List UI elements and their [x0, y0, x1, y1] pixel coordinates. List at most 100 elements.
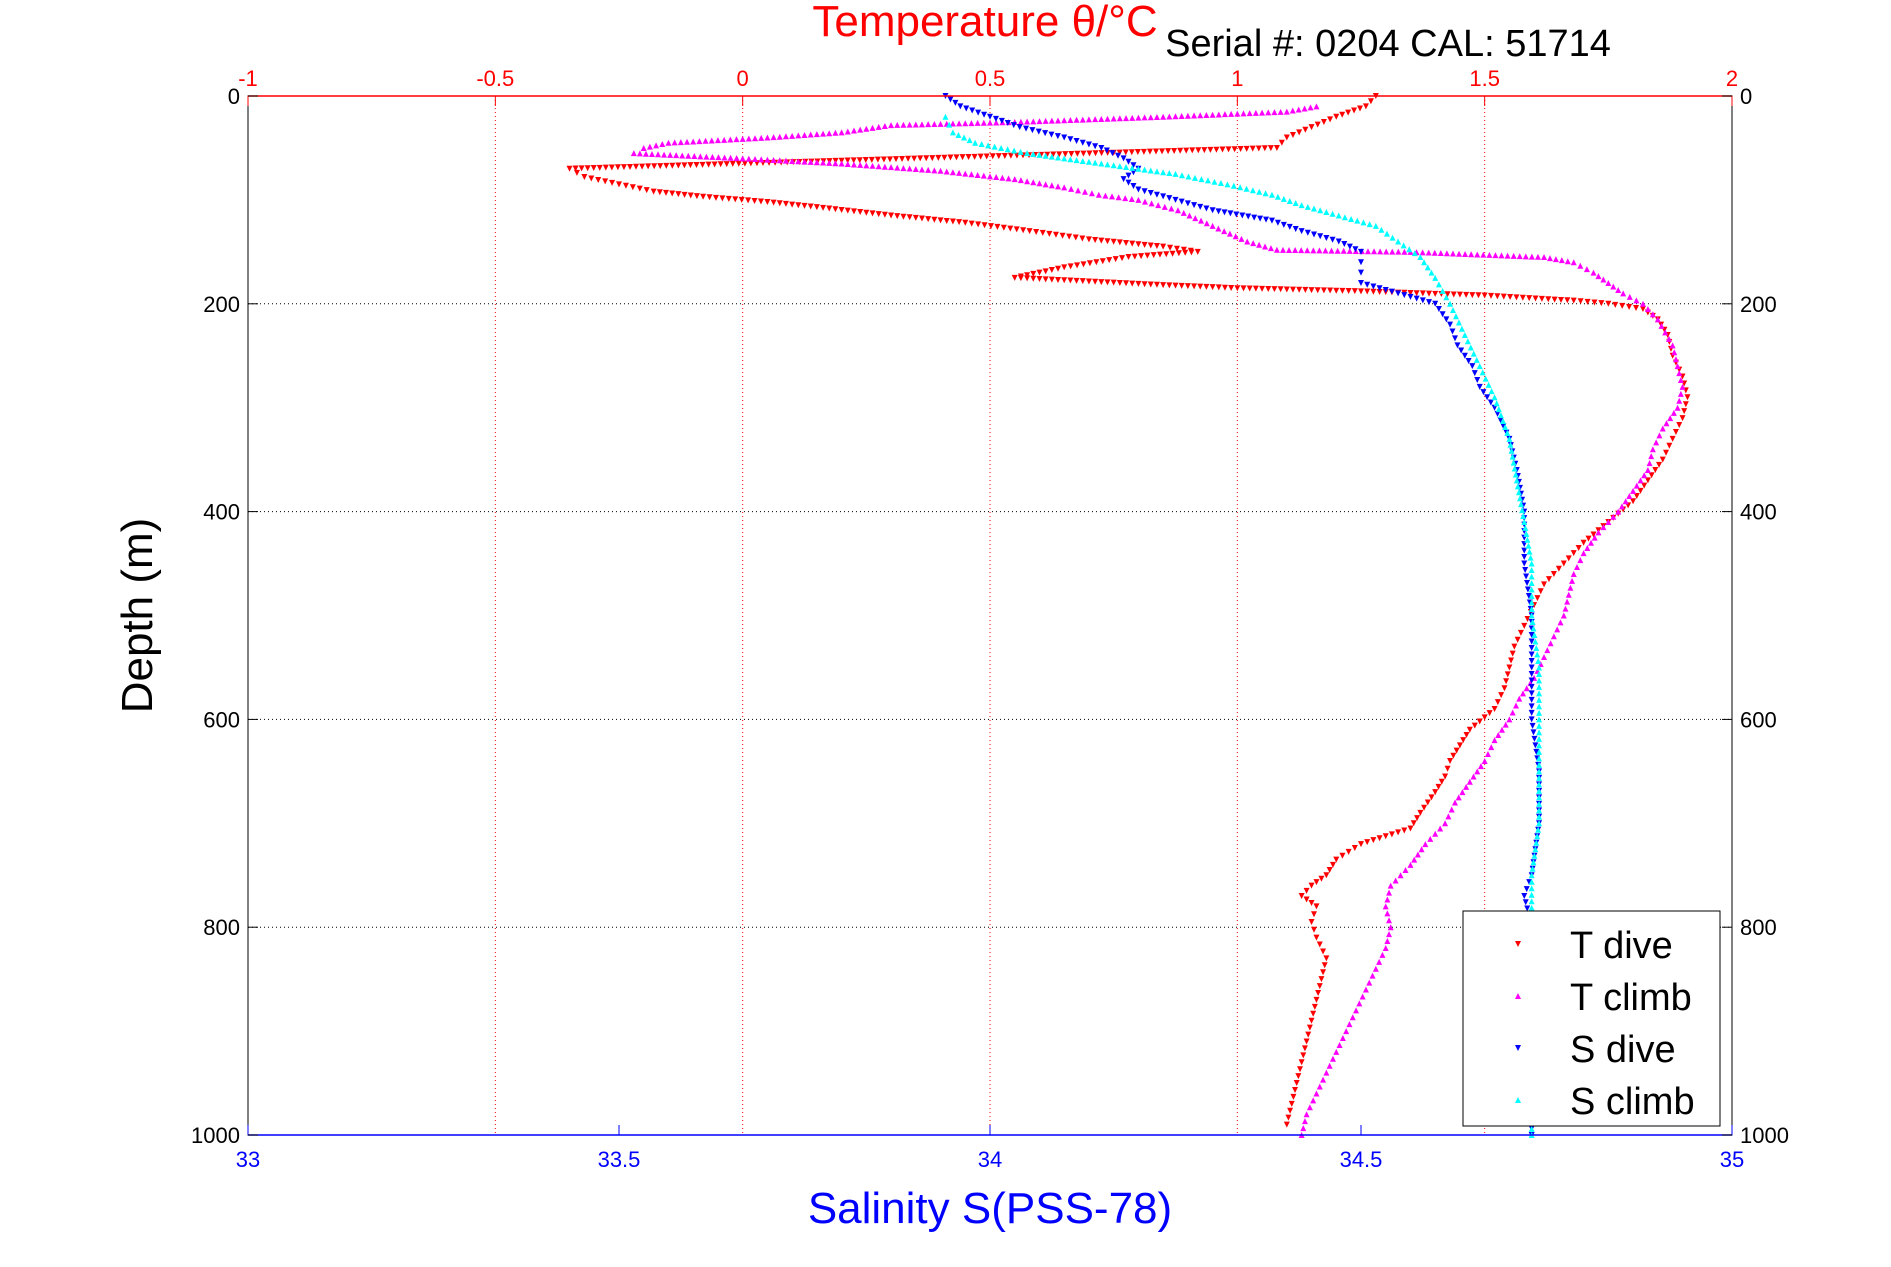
data-point [881, 211, 888, 218]
data-point [1682, 401, 1689, 408]
depth-tick-label-left: 0 [228, 84, 240, 109]
data-point [1135, 241, 1142, 248]
data-point [1395, 290, 1402, 297]
depth-tick-label-right: 200 [1740, 292, 1777, 317]
data-point [1221, 228, 1228, 235]
data-point [1024, 178, 1031, 185]
data-point [1447, 757, 1454, 764]
data-point [1376, 285, 1383, 292]
data-point [1336, 1041, 1343, 1048]
data-point [1165, 148, 1172, 155]
data-point [1098, 144, 1105, 151]
data-point [1267, 145, 1274, 152]
data-point [1345, 288, 1352, 295]
data-point [1463, 291, 1470, 298]
data-point [1480, 251, 1487, 258]
data-point [1059, 232, 1066, 239]
data-point [1506, 435, 1513, 442]
data-point [1341, 241, 1348, 248]
data-point [1674, 404, 1681, 411]
data-point [1536, 800, 1543, 807]
data-point [1306, 1024, 1313, 1031]
data-point [1401, 292, 1408, 299]
data-point [1024, 275, 1031, 282]
data-point [1528, 703, 1535, 710]
data-point [727, 154, 734, 161]
data-point [1075, 187, 1082, 194]
legend-label: T dive [1570, 925, 1673, 967]
data-point [1160, 113, 1167, 120]
data-point [1679, 415, 1686, 422]
data-point [1522, 567, 1529, 574]
data-point [1232, 233, 1239, 240]
data-point [1240, 285, 1247, 292]
data-point [1358, 280, 1364, 287]
data-point [1286, 197, 1293, 204]
data-point [1230, 182, 1237, 189]
data-point [949, 169, 956, 176]
data-point [905, 155, 912, 162]
temperature-tick-label: 1.5 [1469, 66, 1500, 91]
data-point [1528, 631, 1535, 638]
data-point [1128, 149, 1135, 156]
depth-tick-label-right: 800 [1740, 915, 1777, 940]
data-point [1536, 683, 1543, 690]
data-point [998, 144, 1005, 151]
data-point [1304, 203, 1311, 210]
data-point [602, 178, 609, 185]
data-point [832, 129, 839, 136]
data-point [1384, 910, 1391, 917]
data-point [1302, 126, 1309, 133]
data-point [1152, 148, 1159, 155]
data-point [1498, 252, 1505, 259]
data-point [1669, 435, 1676, 442]
data-point [1528, 664, 1535, 671]
data-point [1644, 477, 1651, 484]
data-point [1004, 120, 1011, 127]
data-point [1207, 146, 1214, 153]
data-point [1251, 214, 1258, 221]
data-point [1402, 867, 1409, 874]
data-point [1283, 108, 1290, 115]
data-point [1320, 1076, 1327, 1083]
data-point [1092, 236, 1099, 243]
data-point [1074, 262, 1081, 269]
data-point [856, 157, 863, 164]
data-point [1517, 495, 1523, 502]
data-point [1437, 825, 1444, 832]
data-point [669, 162, 676, 169]
data-point [1476, 363, 1483, 370]
data-point [1017, 118, 1024, 125]
data-point [1203, 111, 1210, 118]
data-point [1633, 493, 1640, 500]
data-point [1528, 593, 1535, 600]
data-point [1351, 288, 1358, 295]
data-point [1502, 423, 1509, 430]
data-point [573, 169, 580, 176]
legend: T dive T climb S dive S climb [1462, 910, 1721, 1127]
data-point [1178, 198, 1185, 205]
data-point [752, 155, 759, 162]
data-point [639, 163, 646, 170]
data-point [1562, 605, 1569, 612]
data-point [949, 129, 956, 136]
data-point [1528, 878, 1535, 885]
data-point [1432, 300, 1439, 307]
data-point [1311, 911, 1318, 918]
data-point [795, 158, 802, 165]
data-point [1524, 615, 1531, 622]
depth-tick-label-right: 400 [1740, 500, 1777, 525]
data-point [1528, 696, 1535, 703]
y-axis-label: Depth (m) [113, 518, 162, 714]
data-point [1541, 654, 1548, 661]
data-point [1228, 110, 1235, 117]
data-point [642, 150, 649, 157]
data-point [1320, 969, 1327, 976]
data-point [1262, 190, 1269, 197]
data-point [1600, 524, 1607, 531]
data-point [893, 156, 900, 163]
data-point [1552, 256, 1559, 263]
data-point [1245, 213, 1252, 220]
data-point [1480, 389, 1487, 396]
data-point [1370, 283, 1377, 290]
